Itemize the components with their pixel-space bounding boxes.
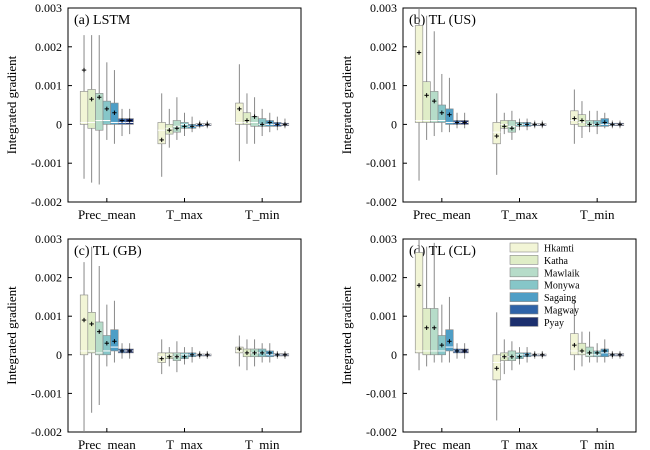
- y-tick-label: -0.001: [31, 156, 62, 170]
- y-axis-label: Integrated gradient: [339, 286, 354, 385]
- y-tick-label: -0.002: [366, 195, 397, 209]
- y-tick-label: 0.001: [35, 309, 62, 323]
- y-tick-label: 0.003: [370, 1, 397, 15]
- y-axis-label: Integrated gradient: [4, 286, 19, 385]
- y-axis-label: Integrated gradient: [339, 55, 354, 154]
- legend-label: Monywa: [544, 281, 580, 292]
- panel-title: (d) TL (CL): [409, 244, 476, 259]
- box-katha: [422, 81, 431, 123]
- x-tick-label: T_max: [501, 207, 538, 222]
- box-mawlaik: [95, 321, 104, 356]
- y-tick-label: 0: [391, 348, 397, 362]
- box-katha: [87, 312, 96, 354]
- box-hkamti: [492, 122, 501, 145]
- box-hkamti: [235, 102, 244, 125]
- x-tick-label: T_max: [166, 207, 203, 222]
- y-tick-label: 0.001: [370, 309, 397, 323]
- x-tick-label: T_min: [245, 437, 280, 450]
- x-tick-label: T_max: [166, 437, 203, 450]
- x-tick-label: T_min: [245, 207, 280, 222]
- y-tick-label: -0.001: [366, 386, 397, 400]
- y-tick-label: -0.002: [31, 425, 62, 439]
- legend-swatch: [509, 304, 539, 315]
- y-tick-label: 0.001: [370, 79, 397, 93]
- panel-title: (c) TL (GB): [74, 244, 142, 259]
- box-hkamti: [414, 252, 424, 354]
- legend-label: Katha: [544, 256, 568, 267]
- legend-label: Mawlaik: [544, 268, 580, 279]
- box-mawlaik: [430, 308, 439, 356]
- panel-title: (b) TL (US): [409, 13, 476, 28]
- x-tick-label: Prec_mean: [78, 207, 136, 222]
- y-tick-label: -0.002: [366, 425, 397, 439]
- y-tick-label: 0.002: [35, 271, 62, 285]
- legend-swatch: [509, 292, 539, 302]
- box-hkamti: [79, 91, 89, 125]
- box-hkamti: [79, 294, 89, 356]
- legend-label: Magway: [544, 306, 579, 317]
- legend-label: Hkamti: [544, 244, 574, 255]
- panel-title: (a) LSTM: [74, 13, 131, 28]
- y-tick-label: -0.002: [31, 195, 62, 209]
- x-tick-label: Prec_mean: [413, 437, 471, 450]
- y-axis-label: Integrated gradient: [4, 55, 19, 154]
- y-tick-label: -0.001: [366, 156, 397, 170]
- box-hkamti: [414, 25, 424, 123]
- x-tick-label: Prec_mean: [78, 437, 136, 450]
- y-tick-label: -0.001: [31, 386, 62, 400]
- y-tick-label: 0.003: [35, 1, 62, 15]
- y-tick-label: 0.003: [370, 232, 397, 246]
- box-katha: [422, 308, 431, 356]
- legend-label: Sagaing: [544, 293, 576, 304]
- y-tick-label: 0: [56, 348, 62, 362]
- legend-swatch: [509, 267, 539, 278]
- x-tick-label: Prec_mean: [413, 207, 471, 222]
- legend-swatch: [509, 279, 539, 290]
- y-tick-label: 0.002: [35, 40, 62, 54]
- y-tick-label: 0.003: [35, 232, 62, 246]
- x-tick-label: T_min: [580, 207, 615, 222]
- y-tick-label: 0.002: [370, 40, 397, 54]
- legend-swatch: [509, 317, 539, 327]
- legend-swatch: [509, 255, 539, 265]
- x-tick-label: T_min: [580, 437, 615, 450]
- y-tick-label: 0: [56, 117, 62, 131]
- box-mawlaik: [430, 91, 439, 123]
- y-tick-label: 0.001: [35, 79, 62, 93]
- legend-swatch: [509, 242, 539, 253]
- x-tick-label: T_max: [501, 437, 538, 450]
- y-tick-label: 0.002: [370, 271, 397, 285]
- y-tick-label: 0: [391, 117, 397, 131]
- legend-label: Pyay: [544, 318, 564, 329]
